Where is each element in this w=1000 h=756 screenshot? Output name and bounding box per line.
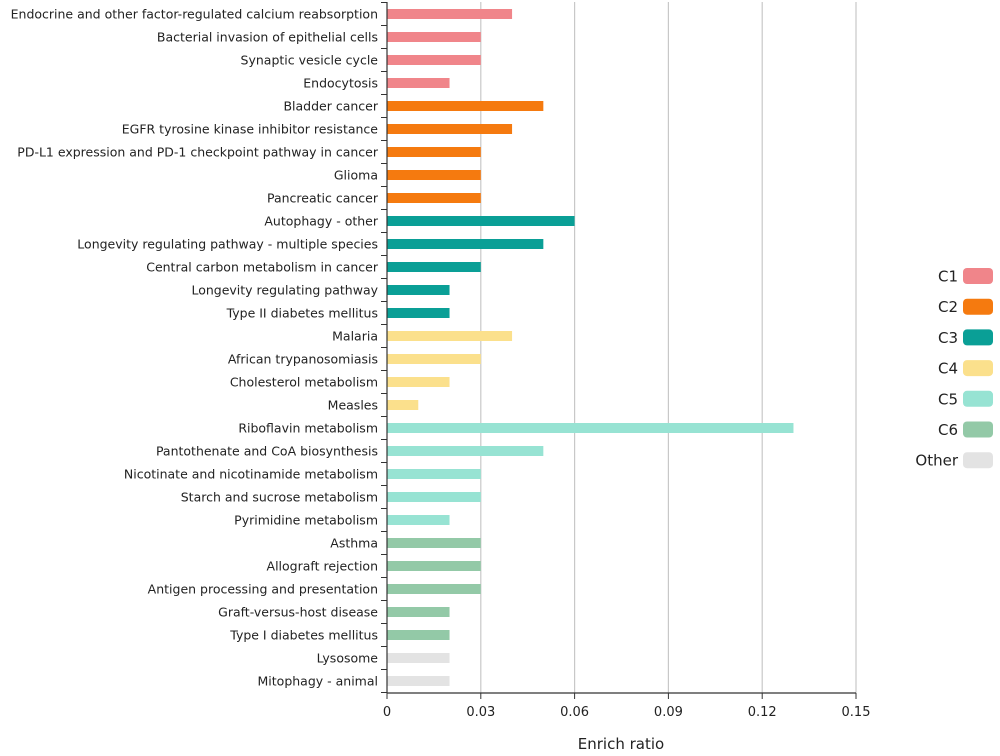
bar: [387, 492, 481, 502]
bar: [387, 400, 419, 410]
category-label: Riboflavin metabolism: [238, 421, 378, 436]
legend-label: C4: [938, 360, 958, 378]
bar: [387, 101, 544, 111]
category-label: Longevity regulating pathway: [191, 283, 378, 298]
x-axis-title: Enrich ratio: [578, 735, 664, 753]
legend-label: C6: [938, 421, 958, 439]
category-label: Endocytosis: [303, 76, 378, 91]
legend-swatch: [963, 421, 993, 438]
category-label: Nicotinate and nicotinamide metabolism: [124, 467, 378, 482]
bar: [387, 308, 450, 318]
bar: [387, 216, 575, 226]
legend-swatch: [963, 390, 993, 407]
bar: [387, 607, 450, 617]
bar: [387, 630, 450, 640]
category-label: Glioma: [334, 168, 378, 183]
legend-label: C3: [938, 329, 958, 347]
legend-swatch: [963, 268, 993, 284]
bar: [387, 147, 481, 157]
category-label: Synaptic vesicle cycle: [241, 53, 379, 68]
category-label: Cholesterol metabolism: [230, 375, 378, 390]
x-tick-label: 0.15: [842, 705, 871, 720]
category-label: Pancreatic cancer: [267, 191, 379, 206]
category-label: Bacterial invasion of epithelial cells: [157, 30, 378, 45]
bar: [387, 170, 481, 180]
legend-swatch: [963, 298, 993, 315]
bar: [387, 32, 481, 42]
category-label: Pantothenate and CoA biosynthesis: [156, 444, 378, 459]
category-label: African trypanosomiasis: [228, 352, 378, 367]
bar: [387, 538, 481, 548]
legend-label: Other: [915, 452, 958, 470]
category-label: PD-L1 expression and PD-1 checkpoint pat…: [17, 145, 379, 160]
category-label: Autophagy - other: [264, 214, 378, 229]
category-label: Antigen processing and presentation: [148, 582, 378, 597]
category-label: Graft-versus-host disease: [218, 605, 378, 620]
category-label: Asthma: [330, 536, 378, 551]
bar: [387, 676, 450, 686]
legend-swatch: [963, 452, 993, 469]
legend-label: C2: [938, 298, 958, 316]
legend-swatch: [963, 329, 993, 346]
category-label: Starch and sucrose metabolism: [181, 490, 378, 505]
legend: C1 C2 C3 C4 C5 C6 Other: [915, 268, 993, 470]
bar: [387, 469, 481, 479]
category-label: Allograft rejection: [267, 559, 378, 574]
bar: [387, 446, 544, 456]
category-label: Pyrimidine metabolism: [234, 513, 378, 528]
x-tick-label: 0.12: [748, 705, 777, 720]
bar: [387, 561, 481, 571]
bar: [387, 377, 450, 387]
x-tick-label: 0: [383, 705, 391, 720]
bar: [387, 9, 513, 19]
category-label: Type II diabetes mellitus: [226, 306, 378, 321]
bar: [387, 423, 794, 433]
axes: 0 0.03 0.06 0.09 0.12 0.15: [381, 2, 870, 720]
bar: [387, 124, 513, 134]
category-label: Central carbon metabolism in cancer: [146, 260, 379, 275]
bar: [387, 262, 481, 272]
bar: [387, 285, 450, 295]
category-label: Longevity regulating pathway - multiple …: [77, 237, 378, 252]
bar: [387, 331, 513, 341]
bar: [387, 653, 450, 663]
category-label: Bladder cancer: [283, 99, 378, 114]
category-label: Measles: [328, 398, 378, 413]
x-tick-label: 0.09: [654, 705, 683, 720]
gridlines: [480, 2, 857, 693]
legend-swatch: [963, 360, 993, 377]
category-label: Endocrine and other factor-regulated cal…: [11, 7, 378, 22]
category-label: Lysosome: [317, 651, 379, 666]
category-label: Malaria: [332, 329, 378, 344]
bar: [387, 515, 450, 525]
bar: [387, 55, 481, 65]
bar: [387, 78, 450, 88]
category-labels: Endocrine and other factor-regulated cal…: [11, 7, 379, 689]
legend-label: C5: [938, 390, 958, 408]
category-label: Mitophagy - animal: [258, 674, 378, 689]
bars: [387, 9, 794, 686]
bar: [387, 239, 544, 249]
bar: [387, 193, 481, 203]
bar: [387, 584, 481, 594]
x-tick-label: 0.03: [466, 705, 495, 720]
category-label: EGFR tyrosine kinase inhibitor resistanc…: [122, 122, 379, 137]
category-label: Type I diabetes mellitus: [229, 628, 378, 643]
x-tick-label: 0.06: [560, 705, 589, 720]
bar: [387, 354, 481, 364]
legend-label: C1: [938, 268, 958, 286]
